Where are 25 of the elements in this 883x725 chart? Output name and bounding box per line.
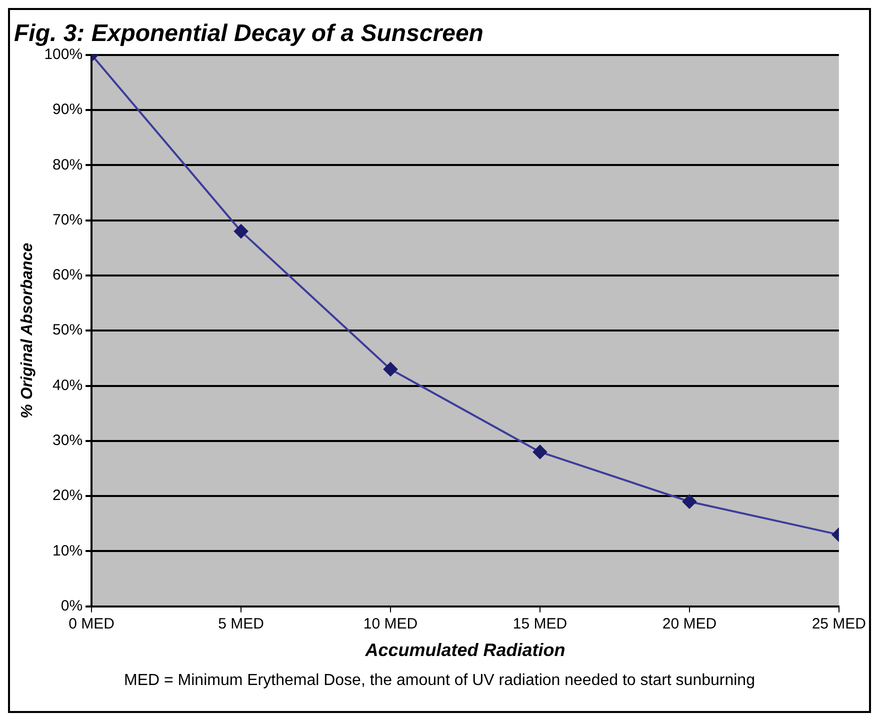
y-tick-label: 0% bbox=[60, 598, 83, 615]
x-tick-label: 0 MED bbox=[68, 616, 115, 633]
y-axis-title: % Original Absorbance bbox=[19, 242, 36, 418]
y-tick-label: 10% bbox=[52, 542, 83, 560]
x-tick-label: 5 MED bbox=[218, 616, 264, 633]
y-tick-label: 90% bbox=[52, 101, 83, 118]
y-tick-label: 50% bbox=[52, 322, 83, 339]
x-tick-label: 25 MED bbox=[812, 616, 866, 633]
y-tick-label: 20% bbox=[52, 487, 83, 504]
y-tick-label: 70% bbox=[52, 211, 83, 228]
x-tick-label: 15 MED bbox=[512, 616, 568, 633]
y-tick-label: 60% bbox=[52, 266, 83, 284]
y-tick-label: 100% bbox=[44, 46, 83, 63]
point bbox=[384, 362, 398, 376]
x-tick-label: 10 MED bbox=[363, 616, 418, 633]
point bbox=[532, 444, 547, 459]
x-tick-label: 20 MED bbox=[662, 616, 717, 633]
point bbox=[682, 494, 696, 509]
point bbox=[234, 224, 248, 238]
y-tick-label: 40% bbox=[52, 376, 83, 394]
text: MED = Minimum Erythemal Dose, the amount of UV radiation needed to start sunburning bbox=[123, 672, 756, 690]
y-tick-label: 30% bbox=[52, 432, 83, 450]
y-tick-label: 80% bbox=[52, 156, 83, 174]
x-axis-title: Accumulated Radiation bbox=[364, 640, 566, 660]
chart-title: Fig. 3: Exponential Decay of a Sunscreen bbox=[14, 20, 484, 48]
